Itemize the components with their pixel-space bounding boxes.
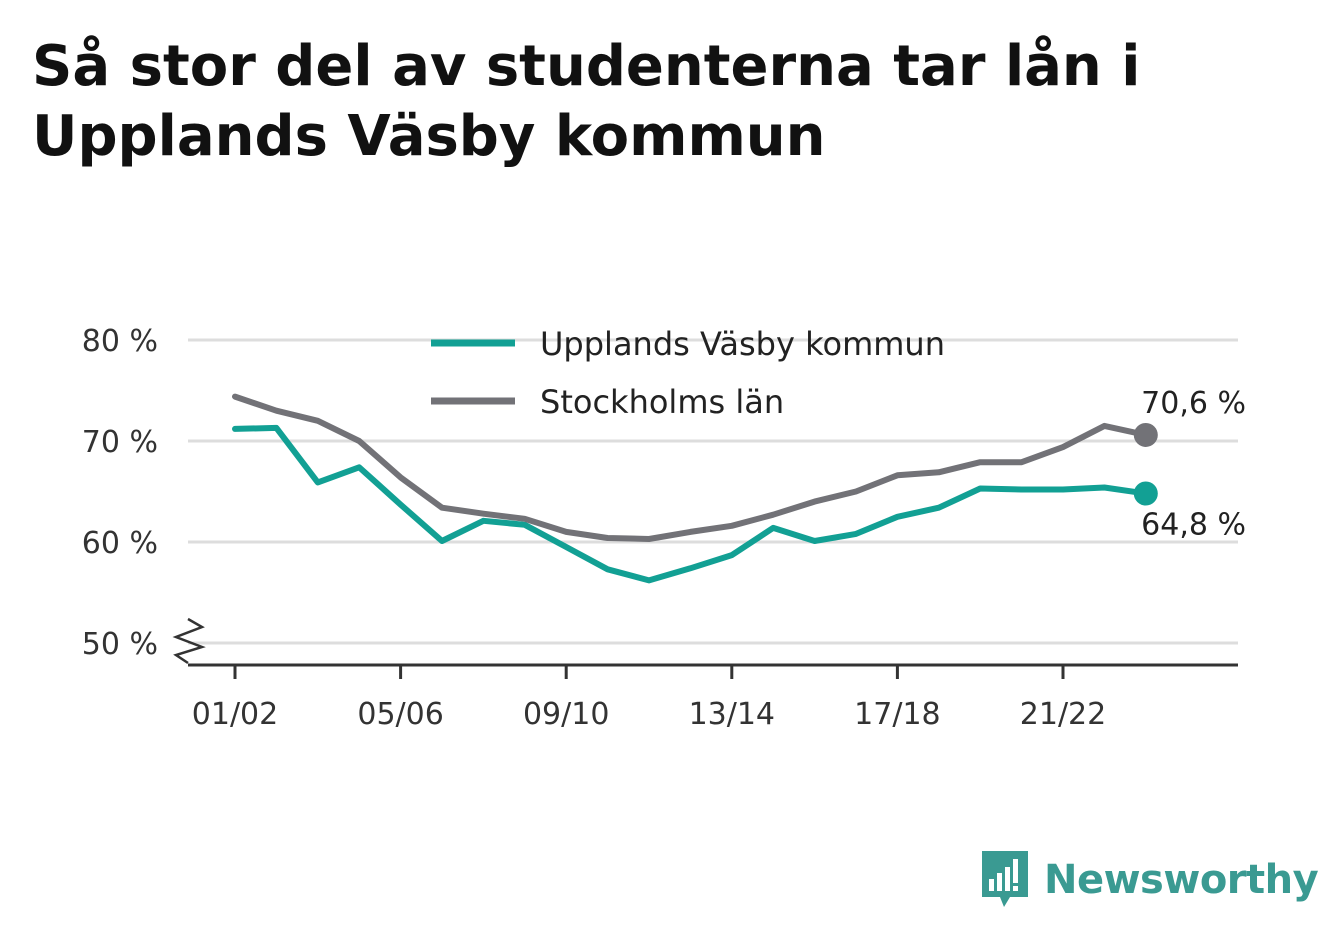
bar-chart-speech-bubble-icon [982,851,1028,907]
end-value-label: 70,6 % [1141,386,1246,421]
series-end-point [1133,422,1158,447]
legend: Upplands Väsby kommun Stockholms län [431,325,945,421]
x-tick-label: 21/22 [1020,697,1106,732]
x-tick-label: 09/10 [523,697,609,732]
chart-title: Så stor del av studenterna tar lån i Upp… [32,34,1141,169]
series-lines [232,393,1158,584]
legend-label: Upplands Väsby kommun [540,325,945,363]
gridlines [188,338,1238,645]
legend-label: Stockholms län [540,383,784,421]
brand-logo: Newsworthy [980,848,1319,912]
x-tick-label: 01/02 [192,697,278,732]
end-value-label: 64,8 % [1141,508,1246,543]
x-axis: 01/02 05/06 09/10 13/14 17/18 21/22 [188,663,1238,732]
y-tick-label: 60 % [82,526,158,561]
end-labels: 64,8 % 70,6 % [1141,386,1246,543]
x-tick-label: 17/18 [854,697,940,732]
series-line [232,424,1149,584]
x-tick-label: 13/14 [689,697,775,732]
series-end-point [1133,481,1158,506]
y-tick-label: 50 % [82,627,158,662]
axis-break-icon [172,617,206,665]
y-tick-label: 70 % [82,425,158,460]
series-line [232,393,1149,542]
x-tick-label: 05/06 [357,697,443,732]
brand-name: Newsworthy [1044,857,1319,903]
y-axis-ticks: 50 % 60 % 70 % 80 % [82,324,206,665]
y-tick-label: 80 % [82,324,158,359]
